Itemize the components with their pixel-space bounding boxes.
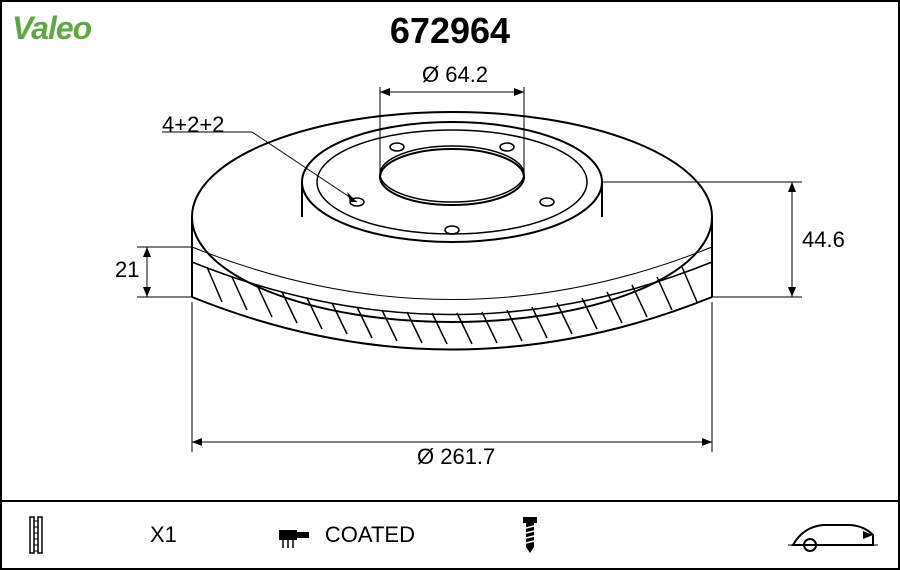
disc-type-icon (22, 515, 50, 555)
coating-label: COATED (325, 522, 415, 548)
screw-icon (515, 515, 545, 555)
part-number: 672964 (390, 10, 510, 52)
coating: COATED (277, 520, 415, 550)
quantity-label: X1 (150, 522, 177, 548)
bore-diameter-label: Ø 64.2 (422, 62, 488, 88)
bolt-pattern-label: 4+2+2 (162, 112, 224, 138)
brush-icon (277, 520, 317, 550)
technical-drawing: Ø 64.2 4+2+2 21 44.6 Ø 261.7 (2, 52, 898, 498)
outer-diameter-label: Ø 261.7 (417, 444, 495, 470)
car-front-icon (788, 515, 878, 555)
height-label: 44.6 (802, 227, 845, 253)
thickness-label: 21 (115, 257, 139, 283)
quantity: X1 (150, 522, 177, 548)
brand-logo: Valeo (12, 10, 91, 47)
info-bar: X1 COATED (2, 500, 898, 568)
